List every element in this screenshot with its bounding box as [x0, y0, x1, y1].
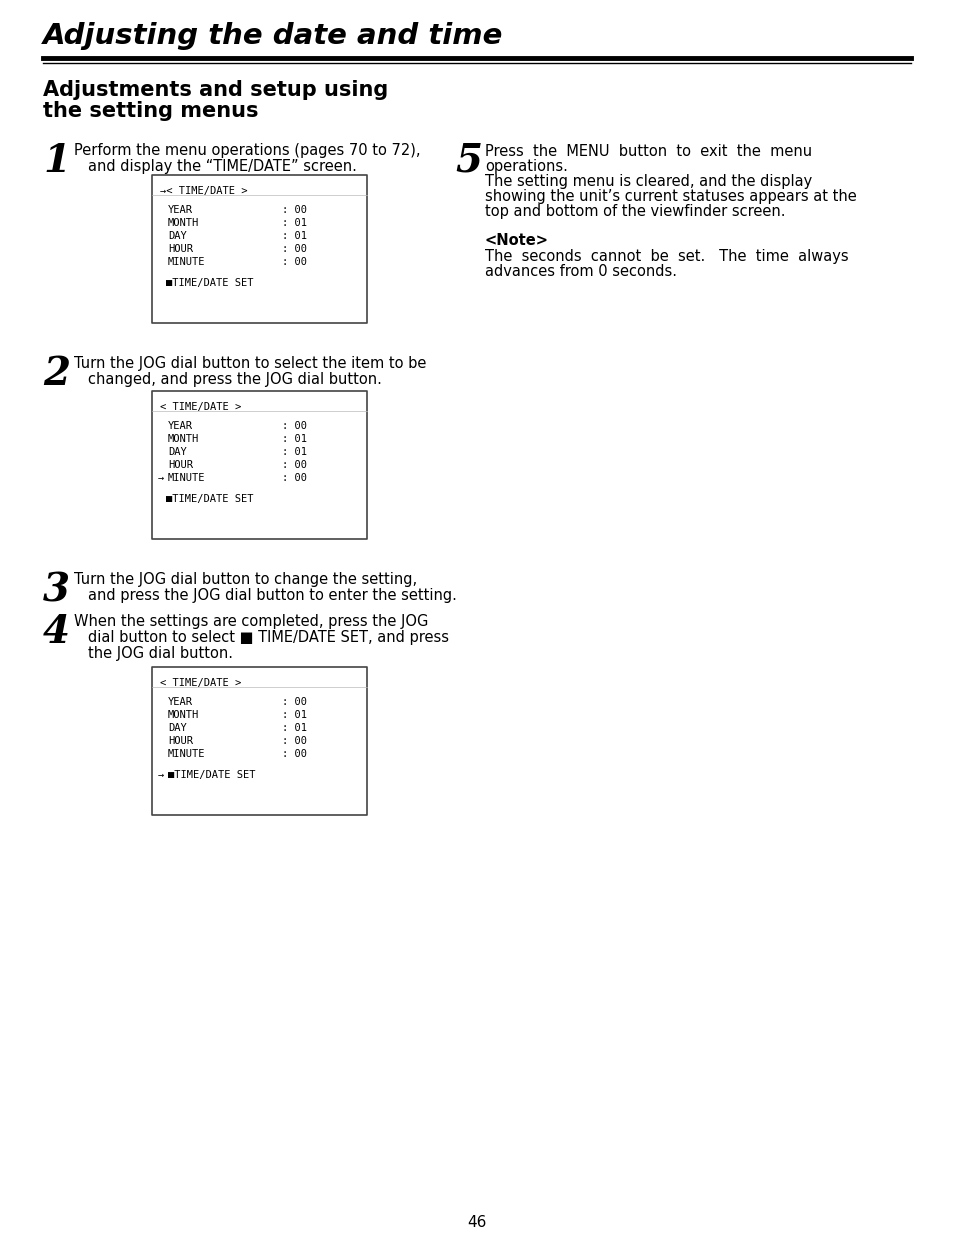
Text: →: → [158, 769, 164, 781]
Text: < TIME/DATE >: < TIME/DATE > [160, 403, 241, 412]
Text: DAY: DAY [168, 231, 187, 241]
Text: Press  the  MENU  button  to  exit  the  menu: Press the MENU button to exit the menu [484, 144, 811, 159]
Text: The  seconds  cannot  be  set.   The  time  always: The seconds cannot be set. The time alwa… [484, 249, 848, 264]
Text: MONTH: MONTH [168, 433, 199, 445]
Text: HOUR: HOUR [168, 459, 193, 471]
Text: : 00: : 00 [282, 459, 307, 471]
Text: : 00: : 00 [282, 421, 307, 431]
Text: DAY: DAY [168, 447, 187, 457]
Text: 4: 4 [43, 613, 70, 651]
Text: dial button to select ■ TIME/DATE SET, and press: dial button to select ■ TIME/DATE SET, a… [88, 630, 449, 645]
Text: : 00: : 00 [282, 473, 307, 483]
Text: MINUTE: MINUTE [168, 748, 205, 760]
Bar [152, 175, 367, 324]
Text: Adjusting the date and time: Adjusting the date and time [43, 22, 503, 49]
Text: When the settings are completed, press the JOG: When the settings are completed, press t… [74, 614, 428, 629]
Text: YEAR: YEAR [168, 421, 193, 431]
Text: 1: 1 [43, 142, 70, 180]
Text: <Note>: <Note> [484, 233, 548, 248]
Text: : 00: : 00 [282, 748, 307, 760]
Text: MONTH: MONTH [168, 219, 199, 228]
Text: →: → [158, 473, 164, 483]
Text: and display the “TIME/DATE” screen.: and display the “TIME/DATE” screen. [88, 159, 356, 174]
Text: ■TIME/DATE SET: ■TIME/DATE SET [168, 769, 255, 781]
Bar [152, 391, 367, 538]
Text: Turn the JOG dial button to change the setting,: Turn the JOG dial button to change the s… [74, 572, 416, 587]
Text: →< TIME/DATE >: →< TIME/DATE > [160, 186, 247, 196]
Text: : 00: : 00 [282, 205, 307, 215]
Text: the setting menus: the setting menus [43, 101, 258, 121]
Text: 5: 5 [455, 142, 481, 180]
Text: ■TIME/DATE SET: ■TIME/DATE SET [166, 278, 253, 288]
Text: YEAR: YEAR [168, 205, 193, 215]
Text: 2: 2 [43, 354, 70, 393]
Text: : 01: : 01 [282, 433, 307, 445]
Text: : 01: : 01 [282, 447, 307, 457]
Text: ■TIME/DATE SET: ■TIME/DATE SET [166, 494, 253, 504]
Text: : 00: : 00 [282, 257, 307, 267]
Text: the JOG dial button.: the JOG dial button. [88, 646, 233, 661]
Text: Perform the menu operations (pages 70 to 72),: Perform the menu operations (pages 70 to… [74, 143, 420, 158]
Text: operations.: operations. [484, 159, 567, 174]
Text: 46: 46 [467, 1215, 486, 1230]
Text: DAY: DAY [168, 722, 187, 734]
Text: top and bottom of the viewfinder screen.: top and bottom of the viewfinder screen. [484, 204, 784, 219]
Text: changed, and press the JOG dial button.: changed, and press the JOG dial button. [88, 372, 381, 387]
Bar [152, 667, 367, 815]
Text: MINUTE: MINUTE [168, 257, 205, 267]
Text: The setting menu is cleared, and the display: The setting menu is cleared, and the dis… [484, 174, 811, 189]
Text: < TIME/DATE >: < TIME/DATE > [160, 678, 241, 688]
Text: HOUR: HOUR [168, 245, 193, 254]
Text: : 01: : 01 [282, 722, 307, 734]
Text: : 00: : 00 [282, 736, 307, 746]
Text: : 00: : 00 [282, 245, 307, 254]
Text: and press the JOG dial button to enter the setting.: and press the JOG dial button to enter t… [88, 588, 456, 603]
Text: : 01: : 01 [282, 219, 307, 228]
Text: 3: 3 [43, 571, 70, 609]
Text: Adjustments and setup using: Adjustments and setup using [43, 80, 388, 100]
Text: Turn the JOG dial button to select the item to be: Turn the JOG dial button to select the i… [74, 356, 426, 370]
Text: MINUTE: MINUTE [168, 473, 205, 483]
Text: YEAR: YEAR [168, 697, 193, 706]
Text: advances from 0 seconds.: advances from 0 seconds. [484, 264, 677, 279]
Text: HOUR: HOUR [168, 736, 193, 746]
Text: : 01: : 01 [282, 231, 307, 241]
Text: showing the unit’s current statuses appears at the: showing the unit’s current statuses appe… [484, 189, 856, 204]
Text: MONTH: MONTH [168, 710, 199, 720]
Text: : 00: : 00 [282, 697, 307, 706]
Text: : 01: : 01 [282, 710, 307, 720]
